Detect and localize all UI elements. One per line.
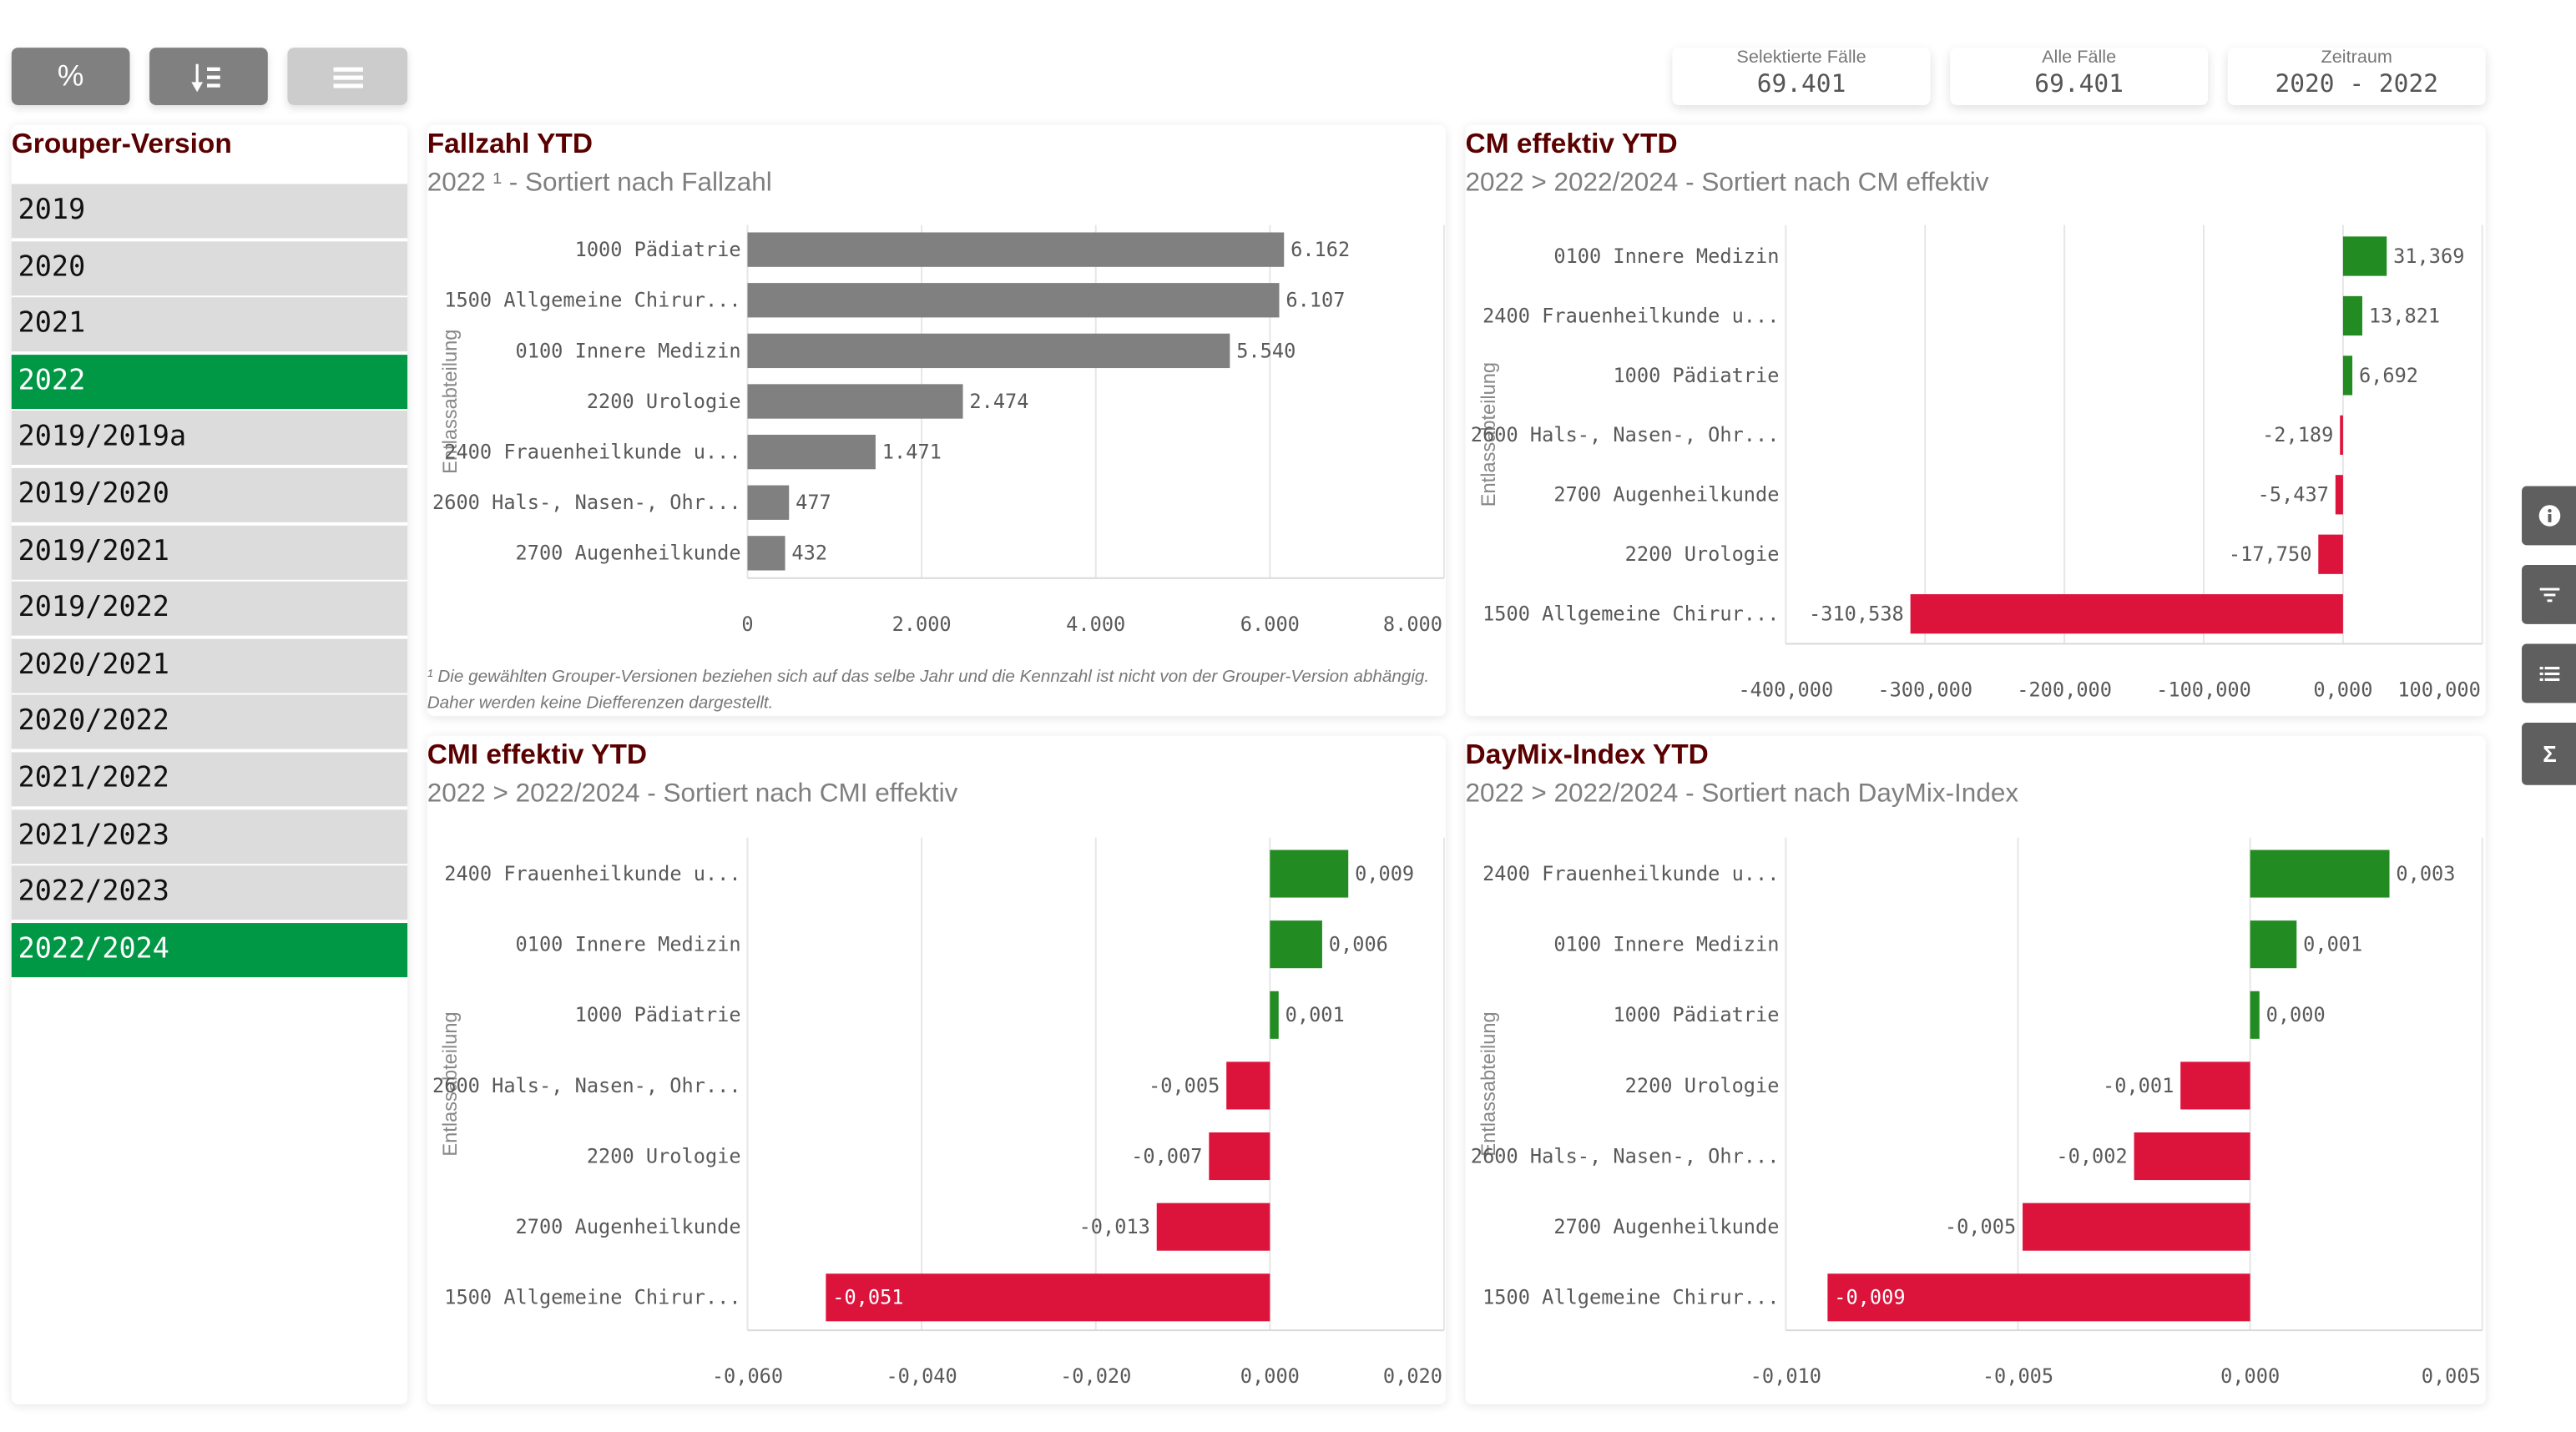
chart-subtitle: 2022 > 2022/2024 - Sortiert nach DayMix-… <box>1465 779 2019 809</box>
menu-lines-icon <box>332 66 362 88</box>
grouper-version-item[interactable]: 2019/2021 <box>11 524 408 579</box>
sigma-icon: Σ <box>2543 740 2557 768</box>
grouper-version-item[interactable]: 2022/2023 <box>11 865 408 920</box>
kpi-value: 2020 - 2022 <box>2275 68 2438 99</box>
chart-title: DayMix-Index YTD <box>1465 739 1709 771</box>
list-icon <box>2539 667 2560 681</box>
grouper-version-item[interactable]: 2020/2021 <box>11 638 408 693</box>
info-button[interactable] <box>2522 486 2576 546</box>
footnote: ¹ Die gewählten Grouper-Versionen bezieh… <box>427 667 1430 713</box>
percent-button[interactable]: % <box>11 48 130 105</box>
grouper-version-item[interactable]: 2022 <box>11 354 408 409</box>
list-button[interactable] <box>2522 643 2576 703</box>
grouper-version-item[interactable]: 2019 <box>11 184 408 239</box>
grouper-version-item[interactable]: 2022/2024 <box>11 922 408 977</box>
chart-panel-daymix: DayMix-Index YTD 2022 > 2022/2024 - Sort… <box>1465 735 2486 1404</box>
grouper-version-panel: Grouper-Version 2019 2020 2021 2022 2019/201… <box>11 124 408 1404</box>
kpi-label: Zeitraum <box>2321 48 2392 68</box>
sort-descending-icon <box>191 63 220 92</box>
kpi-period: Zeitraum 2020 - 2022 <box>2227 48 2486 105</box>
sum-button[interactable]: Σ <box>2522 722 2576 785</box>
chart-panel-fallzahl: Fallzahl YTD 2022 ¹ - Sortiert nach Fall… <box>427 124 1446 717</box>
chart-title: CMI effektiv YTD <box>427 739 648 771</box>
grouper-version-item[interactable]: 2021/2023 <box>11 809 408 864</box>
menu-button[interactable] <box>287 48 408 105</box>
grouper-version-item[interactable]: 2019/2019a <box>11 411 408 466</box>
chart-title: CM effektiv YTD <box>1465 128 1678 159</box>
kpi-selected-cases: Selektierte Fälle 69.401 <box>1672 48 1931 105</box>
grouper-version-item[interactable]: 2019/2020 <box>11 467 408 522</box>
kpi-value: 69.401 <box>1756 68 1846 99</box>
grouper-version-item[interactable]: 2020/2022 <box>11 695 408 750</box>
sort-button[interactable] <box>149 48 268 105</box>
chart-panel-cmi: CMI effektiv YTD 2022 > 2022/2024 - Sort… <box>427 735 1446 1404</box>
kpi-label: Alle Fälle <box>2042 48 2117 68</box>
kpi-label: Selektierte Fälle <box>1736 48 1866 68</box>
grouper-version-item[interactable]: 2019/2022 <box>11 582 408 637</box>
filter-icon <box>2539 587 2560 603</box>
grouper-version-item[interactable]: 2021 <box>11 297 408 352</box>
chart-title: Fallzahl YTD <box>427 128 593 159</box>
grouper-version-item[interactable]: 2021/2022 <box>11 752 408 807</box>
info-icon <box>2538 505 2561 527</box>
filter-button[interactable] <box>2522 565 2576 624</box>
chart-subtitle: 2022 > 2022/2024 - Sortiert nach CMI eff… <box>427 779 958 809</box>
kpi-value: 69.401 <box>2034 68 2124 99</box>
grouper-version-item[interactable]: 2020 <box>11 240 408 295</box>
kpi-all-cases: Alle Fälle 69.401 <box>1950 48 2209 105</box>
panel-title: Grouper-Version <box>11 128 232 159</box>
chart-subtitle: 2022 > 2022/2024 - Sortiert nach CM effe… <box>1465 169 1989 198</box>
chart-subtitle: 2022 ¹ - Sortiert nach Fallzahl <box>427 169 772 198</box>
percent-icon: % <box>57 58 84 93</box>
chart-panel-cm: CM effektiv YTD 2022 > 2022/2024 - Sorti… <box>1465 124 2486 717</box>
